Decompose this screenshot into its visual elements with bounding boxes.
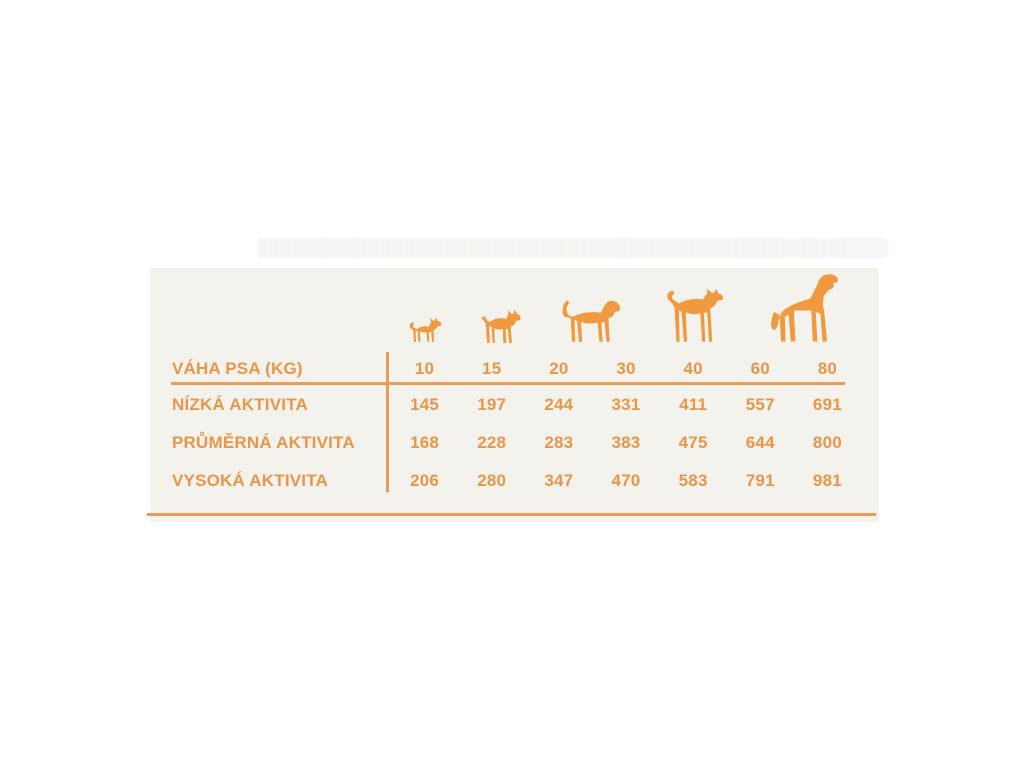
great-dane-icon xyxy=(769,272,852,343)
value-cell: 470 xyxy=(611,471,641,490)
hound-icon xyxy=(559,297,631,343)
value-cell: 411 xyxy=(679,395,708,414)
row-label: VYSOKÁ AKTIVITA xyxy=(172,471,329,490)
feeding-table: VÁHA PSA (KG) 10 15 20 30 40 60 80 NÍZKÁ… xyxy=(171,352,861,500)
value-cell: 800 xyxy=(812,433,842,452)
weight-cell: 80 xyxy=(817,359,838,378)
weight-cell: 60 xyxy=(750,359,770,378)
table-header-row: VÁHA PSA (KG) 10 15 20 30 40 60 80 xyxy=(171,352,861,386)
weight-cell: 15 xyxy=(482,359,502,378)
row-vysoka-aktivita: VYSOKÁ AKTIVITA 206 280 347 470 583 791 … xyxy=(171,462,861,500)
header-underline-rule xyxy=(171,382,845,385)
feeding-table-panel: VÁHA PSA (KG) 10 15 20 30 40 60 80 NÍZKÁ… xyxy=(147,268,878,522)
row-values: 168 228 283 383 475 644 800 xyxy=(391,433,861,453)
row-values: 206 280 347 470 583 791 981 xyxy=(391,471,861,491)
value-cell: 347 xyxy=(544,471,574,490)
row-values: 145 197 244 331 411 557 691 xyxy=(391,395,861,415)
value-cell: 691 xyxy=(812,395,842,414)
value-cell: 331 xyxy=(611,395,641,414)
value-cell: 197 xyxy=(477,395,507,414)
value-cell: 244 xyxy=(544,395,574,414)
row-label: PRŮMĚRNÁ AKTIVITA xyxy=(172,433,355,452)
pinscher-icon xyxy=(664,289,729,343)
table-vertical-divider xyxy=(386,352,389,492)
value-cell: 791 xyxy=(745,471,775,490)
chihuahua-icon xyxy=(407,316,443,343)
weight-cell: 30 xyxy=(616,359,636,378)
value-cell: 206 xyxy=(410,471,440,490)
value-cell: 283 xyxy=(544,433,574,452)
row-nizka-aktivita: NÍZKÁ AKTIVITA 145 197 244 331 411 557 6… xyxy=(171,386,861,424)
value-cell: 145 xyxy=(410,395,440,414)
value-cell: 228 xyxy=(477,433,507,452)
header-weights: 10 15 20 30 40 60 80 xyxy=(391,359,861,379)
weight-cell: 40 xyxy=(683,359,703,378)
value-cell: 168 xyxy=(410,433,440,452)
value-cell: 981 xyxy=(812,471,842,490)
value-cell: 280 xyxy=(477,471,507,490)
pitbull-icon xyxy=(479,309,521,344)
faded-watermark-band xyxy=(258,238,888,258)
value-cell: 644 xyxy=(745,433,775,452)
weight-cell: 20 xyxy=(549,359,569,378)
value-cell: 383 xyxy=(611,433,641,452)
value-cell: 475 xyxy=(678,433,708,452)
value-cell: 583 xyxy=(678,471,708,490)
row-prumerna-aktivita: PRŮMĚRNÁ AKTIVITA 168 228 283 383 475 64… xyxy=(171,424,861,462)
weight-cell: 10 xyxy=(414,359,435,378)
row-label: NÍZKÁ AKTIVITA xyxy=(172,395,308,414)
bottom-rule xyxy=(147,513,876,516)
value-cell: 557 xyxy=(745,395,775,414)
header-label: VÁHA PSA (KG) xyxy=(172,359,303,378)
